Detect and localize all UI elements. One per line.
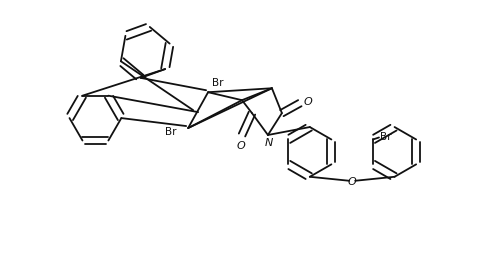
Text: O: O [236,141,245,151]
Text: Br: Br [379,133,391,143]
Text: O: O [347,177,356,187]
Text: N: N [264,138,272,148]
Text: O: O [303,97,312,107]
Text: Br: Br [212,78,223,88]
Text: Br: Br [165,127,176,137]
